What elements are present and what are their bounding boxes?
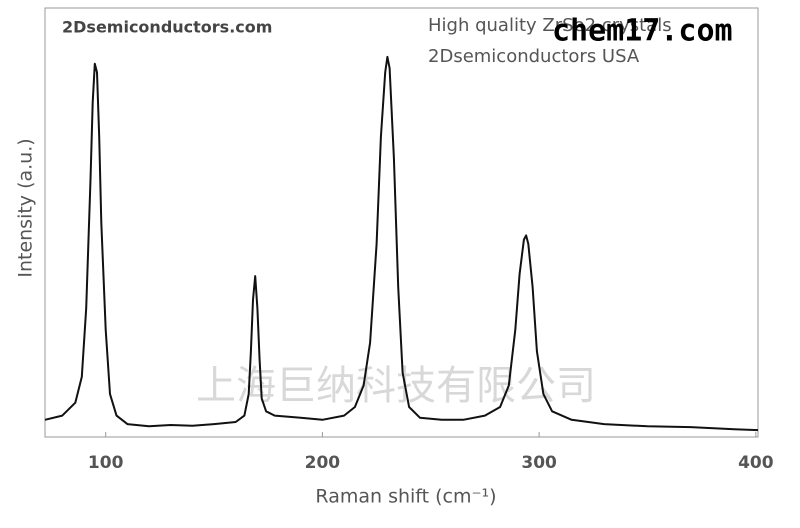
x-axis-title: Raman shift (cm⁻¹): [315, 486, 496, 508]
y-axis-title: Intensity (a.u.): [15, 138, 37, 277]
x-tick-label: 300: [521, 453, 557, 473]
x-tick-label: 400: [738, 453, 774, 473]
x-tick-label: 200: [305, 453, 341, 473]
x-tick-label: 100: [88, 453, 124, 473]
annotation: High quality ZrSe2 crystals: [428, 15, 672, 36]
site-label: 2Dsemiconductors.com: [62, 18, 272, 37]
plot-frame: [44, 7, 759, 438]
spectrum-line: [44, 55, 759, 432]
watermark: chem17.com: [552, 14, 733, 49]
watermark: 上海巨纳科技有限公司: [196, 363, 596, 409]
annotation: 2Dsemiconductors USA: [428, 46, 640, 67]
